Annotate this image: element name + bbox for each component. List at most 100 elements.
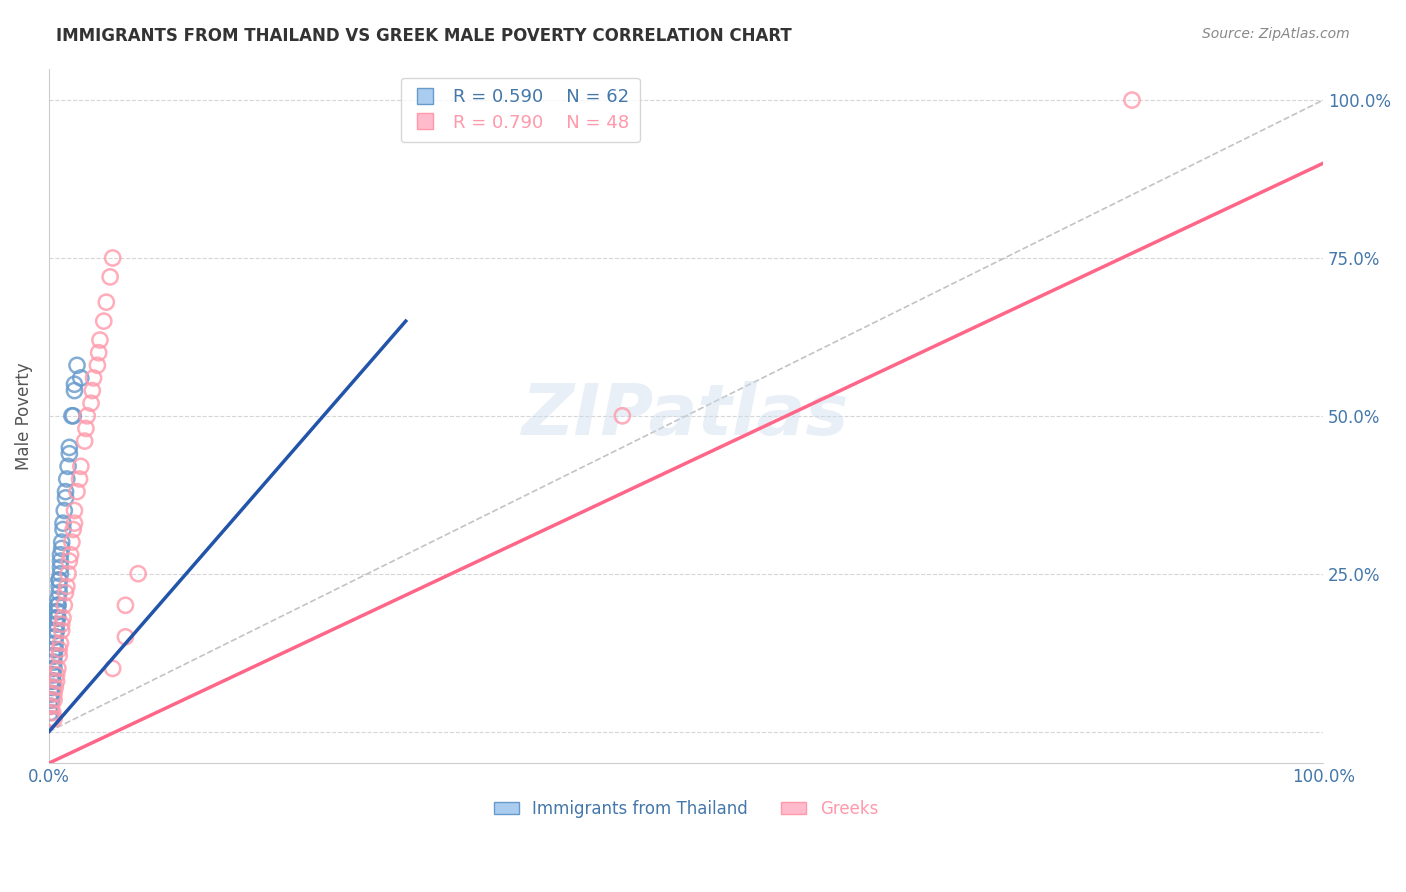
Point — [39, 699, 62, 714]
Text: IMMIGRANTS FROM THAILAND VS GREEK MALE POVERTY CORRELATION CHART: IMMIGRANTS FROM THAILAND VS GREEK MALE P… — [56, 27, 792, 45]
Point — [73, 434, 96, 448]
Point — [114, 630, 136, 644]
Text: ZIPatlas: ZIPatlas — [523, 381, 849, 450]
Point — [612, 409, 634, 423]
Point — [42, 706, 65, 720]
Point — [59, 548, 82, 562]
Point — [63, 377, 86, 392]
Point — [42, 681, 65, 695]
Point — [41, 687, 63, 701]
Point — [46, 661, 69, 675]
Point — [48, 585, 70, 599]
Point — [41, 687, 63, 701]
Point — [41, 693, 63, 707]
Point — [63, 516, 86, 531]
Point — [42, 661, 65, 675]
Point — [39, 693, 62, 707]
Point — [82, 384, 104, 398]
Point — [58, 441, 80, 455]
Text: Source: ZipAtlas.com: Source: ZipAtlas.com — [1202, 27, 1350, 41]
Point — [42, 667, 65, 681]
Point — [41, 699, 63, 714]
Legend: Immigrants from Thailand, Greeks: Immigrants from Thailand, Greeks — [488, 793, 884, 824]
Point — [46, 605, 69, 619]
Point — [42, 673, 65, 688]
Point — [48, 642, 70, 657]
Point — [63, 503, 86, 517]
Point — [69, 472, 91, 486]
Point — [48, 573, 70, 587]
Point — [42, 687, 65, 701]
Point — [52, 611, 75, 625]
Point — [46, 591, 69, 606]
Point — [45, 673, 67, 688]
Point — [44, 624, 66, 638]
Point — [51, 535, 73, 549]
Point — [55, 585, 77, 599]
Point — [101, 661, 124, 675]
Point — [93, 314, 115, 328]
Point — [42, 648, 65, 663]
Point — [46, 611, 69, 625]
Point — [58, 554, 80, 568]
Point — [45, 605, 67, 619]
Point — [42, 642, 65, 657]
Point — [87, 345, 110, 359]
Point — [66, 484, 89, 499]
Point — [60, 535, 83, 549]
Point — [60, 409, 83, 423]
Point — [56, 459, 79, 474]
Point — [49, 636, 72, 650]
Point — [1121, 93, 1143, 107]
Point — [45, 611, 67, 625]
Point — [69, 371, 91, 385]
Point — [39, 712, 62, 726]
Point — [45, 617, 67, 632]
Point — [48, 573, 70, 587]
Point — [42, 673, 65, 688]
Point — [45, 611, 67, 625]
Point — [89, 333, 111, 347]
Point — [83, 371, 105, 385]
Point — [45, 667, 67, 681]
Point — [66, 359, 89, 373]
Point — [62, 409, 84, 423]
Point — [42, 667, 65, 681]
Point — [114, 599, 136, 613]
Point — [55, 491, 77, 505]
Point — [49, 554, 72, 568]
Point — [52, 523, 75, 537]
Point — [42, 661, 65, 675]
Point — [48, 579, 70, 593]
Point — [86, 359, 108, 373]
Point — [56, 472, 79, 486]
Point — [98, 269, 121, 284]
Point — [127, 566, 149, 581]
Point — [41, 687, 63, 701]
Point — [44, 630, 66, 644]
Point — [42, 712, 65, 726]
Point — [42, 655, 65, 669]
Point — [76, 409, 98, 423]
Point — [62, 523, 84, 537]
Y-axis label: Male Poverty: Male Poverty — [15, 362, 32, 469]
Point — [46, 599, 69, 613]
Point — [44, 636, 66, 650]
Point — [41, 712, 63, 726]
Point — [69, 459, 91, 474]
Point — [44, 681, 66, 695]
Point — [46, 599, 69, 613]
Point — [52, 516, 75, 531]
Point — [44, 642, 66, 657]
Point — [53, 599, 76, 613]
Point — [58, 447, 80, 461]
Point — [42, 693, 65, 707]
Point — [44, 630, 66, 644]
Point — [101, 251, 124, 265]
Point — [51, 624, 73, 638]
Point — [55, 484, 77, 499]
Point — [39, 706, 62, 720]
Point — [41, 673, 63, 688]
Point — [80, 396, 103, 410]
Point — [51, 541, 73, 556]
